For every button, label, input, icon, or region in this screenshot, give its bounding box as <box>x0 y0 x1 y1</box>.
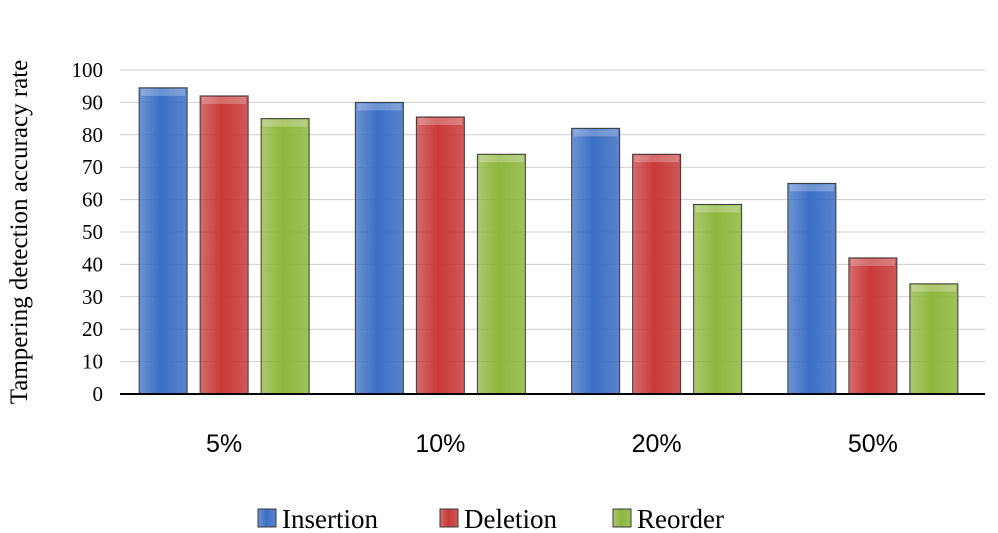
bar-top-bevel <box>850 258 895 266</box>
y-tick-label: 70 <box>82 155 103 179</box>
y-tick-label: 60 <box>82 188 103 212</box>
legend-swatch-deletion <box>439 508 459 528</box>
y-tick-label: 80 <box>82 123 103 147</box>
x-category-label: 10% <box>415 430 465 458</box>
bar-top-bevel <box>202 96 247 104</box>
legend-label-reorder: Reorder <box>637 504 724 533</box>
y-tick-label: 20 <box>82 317 103 341</box>
bar-deletion-20pct <box>632 153 682 395</box>
legend-label-deletion: Deletion <box>464 504 557 533</box>
x-category-label: 50% <box>848 430 898 458</box>
bar-insertion-50pct <box>787 182 837 395</box>
x-axis-categories: 5% 10% 20% 50% <box>206 430 898 458</box>
legend-swatch-insertion <box>257 508 277 528</box>
bars <box>138 87 959 395</box>
y-axis-ticks: 0 10 20 30 40 50 60 70 80 90 100 <box>72 58 104 406</box>
bar-top-bevel <box>263 119 308 127</box>
x-category-label: 20% <box>632 430 682 458</box>
bar-insertion-5pct <box>138 87 188 395</box>
legend: Insertion Deletion Reorder <box>257 504 724 533</box>
y-tick-label: 0 <box>93 382 104 406</box>
bar-top-bevel <box>789 184 834 192</box>
bar-reorder-10pct <box>476 153 526 395</box>
legend-label-insertion: Insertion <box>282 504 378 533</box>
bar-reorder-5pct <box>260 118 310 395</box>
bar-top-bevel <box>573 129 618 137</box>
legend-swatch-reorder <box>612 508 632 528</box>
y-tick-label: 100 <box>72 58 104 82</box>
y-tick-label: 90 <box>82 90 103 114</box>
bar-reorder-20pct <box>693 203 743 395</box>
bar-deletion-50pct <box>848 257 898 395</box>
bar-top-bevel <box>418 117 463 125</box>
bar-top-bevel <box>695 205 740 213</box>
bar-insertion-10pct <box>354 101 404 395</box>
bar-top-bevel <box>634 155 679 163</box>
bar-top-bevel <box>357 103 402 111</box>
bar-top-bevel <box>141 88 186 96</box>
bar-top-bevel <box>911 284 956 292</box>
y-tick-label: 10 <box>82 350 103 374</box>
bar-deletion-5pct <box>199 95 249 395</box>
bar-top-bevel <box>479 155 524 163</box>
bar-insertion-20pct <box>571 127 621 395</box>
bar-deletion-10pct <box>415 116 465 395</box>
x-category-label: 5% <box>206 430 242 458</box>
y-tick-label: 40 <box>82 252 103 276</box>
y-tick-label: 30 <box>82 285 103 309</box>
y-axis-title: Tampering detection accuracy rate <box>6 60 33 405</box>
y-tick-label: 50 <box>82 220 103 244</box>
bar-reorder-50pct <box>909 283 959 395</box>
